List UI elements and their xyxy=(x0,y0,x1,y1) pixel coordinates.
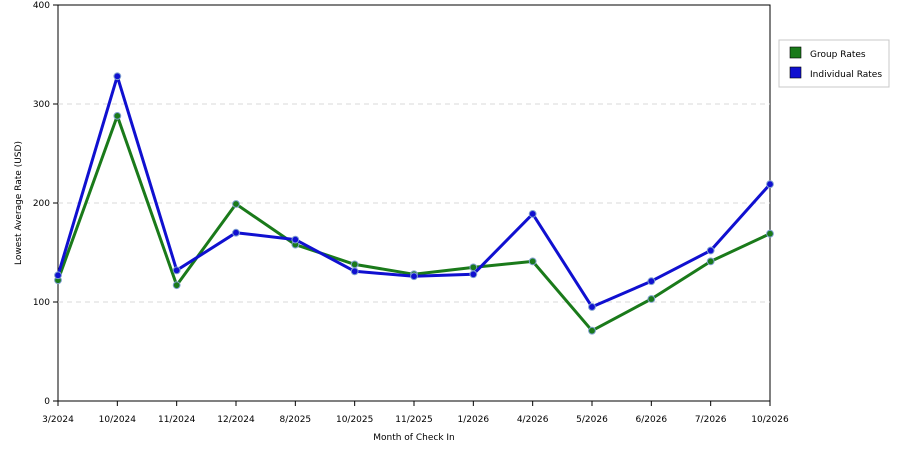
x-tick-label: 11/2025 xyxy=(395,415,432,425)
y-tick-label: 200 xyxy=(33,199,50,209)
legend: Group Rates Individual Rates xyxy=(778,39,890,88)
data-point-group-rates xyxy=(350,260,359,269)
y-tick-label: 400 xyxy=(33,1,50,11)
data-point-individual-rates xyxy=(410,272,418,281)
y-axis: 0 100 200 300 400 xyxy=(33,1,58,407)
x-tick-label: 8/2025 xyxy=(279,415,311,425)
data-point-group-rates xyxy=(647,295,656,303)
x-tick-label: 11/2024 xyxy=(158,415,196,425)
y-tick-label: 0 xyxy=(44,397,50,407)
data-point-individual-rates xyxy=(647,277,656,286)
x-tick-label: 10/2024 xyxy=(99,415,137,425)
data-point-individual-rates xyxy=(528,209,537,218)
legend-swatch-group-rates xyxy=(789,46,802,59)
data-point-individual-rates xyxy=(706,246,715,255)
x-tick-label: 4/2026 xyxy=(517,415,549,425)
data-point-group-rates xyxy=(588,326,596,335)
legend-label-group-rates: Group Rates xyxy=(810,50,866,60)
legend-label-individual-rates: Individual Rates xyxy=(810,70,882,80)
series-layer xyxy=(54,72,774,335)
x-axis: 3/2024 10/2024 11/2024 12/2024 8/2025 10/2025… xyxy=(42,401,789,425)
x-tick-label: 12/2024 xyxy=(217,415,255,425)
data-point-individual-rates xyxy=(54,271,62,280)
data-point-individual-rates xyxy=(469,270,478,279)
data-point-group-rates xyxy=(766,229,774,238)
data-point-individual-rates xyxy=(350,267,359,276)
data-point-group-rates xyxy=(172,281,181,290)
x-tick-label: 3/2024 xyxy=(42,415,74,425)
x-tick-label: 10/2025 xyxy=(336,415,373,425)
y-tick-label: 100 xyxy=(33,298,50,308)
data-point-individual-rates xyxy=(232,228,240,237)
x-axis-title: Month of Check In xyxy=(373,433,455,443)
y-axis-title: Lowest Average Rate (USD) xyxy=(14,141,24,265)
data-point-individual-rates xyxy=(766,180,774,189)
data-point-group-rates xyxy=(706,257,715,266)
x-tick-label: 1/2026 xyxy=(457,415,489,425)
data-point-group-rates xyxy=(113,111,122,120)
data-point-group-rates xyxy=(232,200,240,208)
legend-swatch-individual-rates xyxy=(789,66,802,79)
y-tick-label: 300 xyxy=(33,100,50,110)
data-point-individual-rates xyxy=(588,303,596,311)
data-point-individual-rates xyxy=(291,235,300,244)
x-tick-label: 7/2026 xyxy=(695,415,727,425)
x-tick-label: 5/2026 xyxy=(576,415,608,425)
x-tick-label: 6/2026 xyxy=(635,415,667,425)
x-tick-label: 10/2026 xyxy=(751,415,789,425)
data-point-group-rates xyxy=(528,257,537,266)
gridlines xyxy=(58,103,770,303)
data-point-individual-rates xyxy=(113,72,122,81)
data-point-individual-rates xyxy=(172,266,181,275)
